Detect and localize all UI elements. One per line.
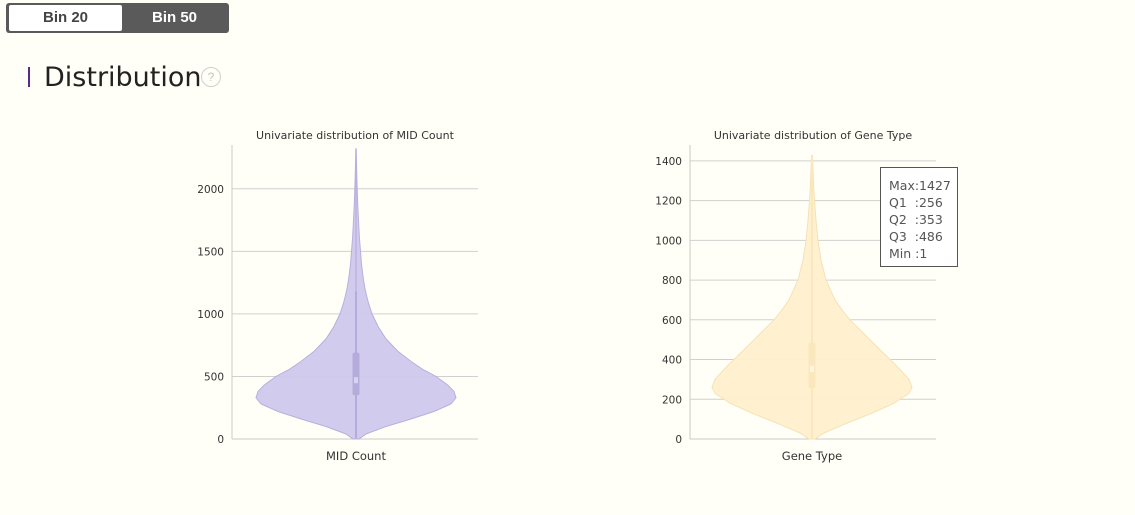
chart-1-x-label: MID Count <box>326 449 386 463</box>
chart-2-x-label: Gene Type <box>782 449 842 463</box>
chart-2-y-tick-label: 800 <box>662 275 682 287</box>
section-accent-bar <box>28 67 30 87</box>
gene-type-tooltip: Max:1427 Q1 :256 Q2 :353 Q3 :486 Min :1 <box>880 167 958 267</box>
tooltip-q1: Q1 :256 <box>889 195 943 210</box>
tooltip-q3: Q3 :486 <box>889 229 943 244</box>
chart-2-y-tick-label: 1400 <box>655 156 682 168</box>
chart-2-y-tick-label: 200 <box>662 394 682 406</box>
tooltip-min: Min :1 <box>889 246 928 261</box>
chart-2-y-tick-label: 600 <box>662 315 682 327</box>
bin-toggle: Bin 20 Bin 50 <box>6 3 229 33</box>
chart-2-y-tick-label: 1200 <box>655 196 682 208</box>
chart-1-y-tick-label: 500 <box>204 371 224 383</box>
chart-2-title: Univariate distribution of Gene Type <box>714 129 913 142</box>
tooltip-q2: Q2 :353 <box>889 212 943 227</box>
chart-1-title: Univariate distribution of MID Count <box>256 129 455 142</box>
help-icon[interactable]: ? <box>201 67 221 87</box>
bin-50-option[interactable]: Bin 50 <box>151 9 197 26</box>
chart-2-median-marker <box>810 365 814 372</box>
chart-1-y-tick-label: 2000 <box>197 184 224 196</box>
tooltip-max: Max:1427 <box>889 178 951 193</box>
chart-1-median-marker <box>354 377 358 384</box>
chart-2-y-tick-label: 400 <box>662 355 682 367</box>
chart-1-y-tick-label: 1500 <box>197 246 224 258</box>
section-title: Distribution <box>44 62 202 93</box>
chart-2-y-tick-label: 1000 <box>655 235 682 247</box>
chart-2-iqr-box <box>808 342 816 389</box>
chart-1-y-tick-label: 1000 <box>197 309 224 321</box>
chart-2-y-tick-label: 0 <box>675 434 682 446</box>
bin-20-option[interactable]: Bin 20 <box>9 5 122 31</box>
chart-1-y-tick-label: 0 <box>217 434 224 446</box>
chart-1-iqr-box <box>352 352 360 396</box>
